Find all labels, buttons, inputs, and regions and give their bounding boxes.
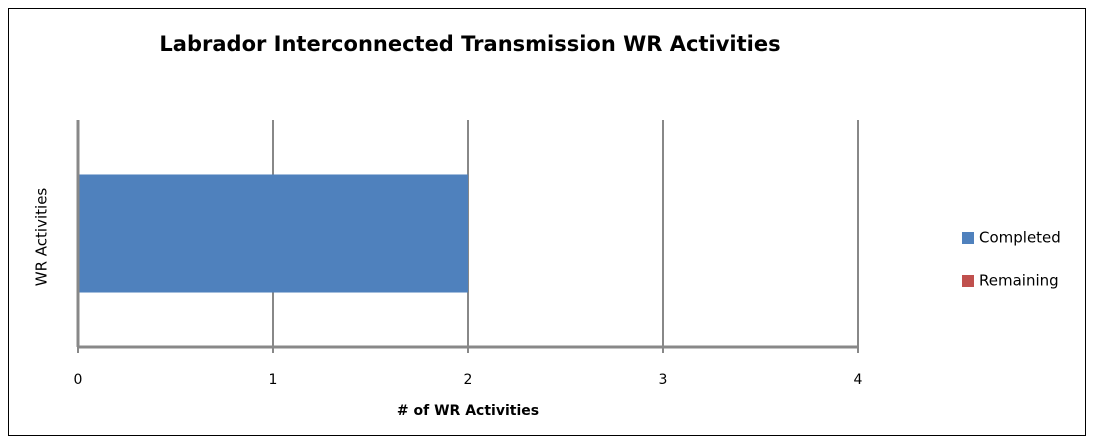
- x-tick-label: 2: [464, 372, 473, 388]
- y-axis-label: WR Activities: [33, 188, 51, 287]
- legend-label: Remaining: [979, 272, 1059, 290]
- legend-swatch: [962, 275, 974, 287]
- x-axis-label: # of WR Activities: [397, 403, 539, 419]
- chart-title: Labrador Interconnected Transmission WR …: [159, 32, 780, 56]
- x-tick-label: 0: [74, 372, 83, 388]
- legend-label: Completed: [979, 229, 1061, 247]
- x-tick-label: 1: [269, 372, 278, 388]
- x-tick-label: 4: [854, 372, 863, 388]
- legend-swatch: [962, 232, 974, 244]
- x-tick-label: 3: [659, 372, 668, 388]
- bar: [78, 174, 468, 293]
